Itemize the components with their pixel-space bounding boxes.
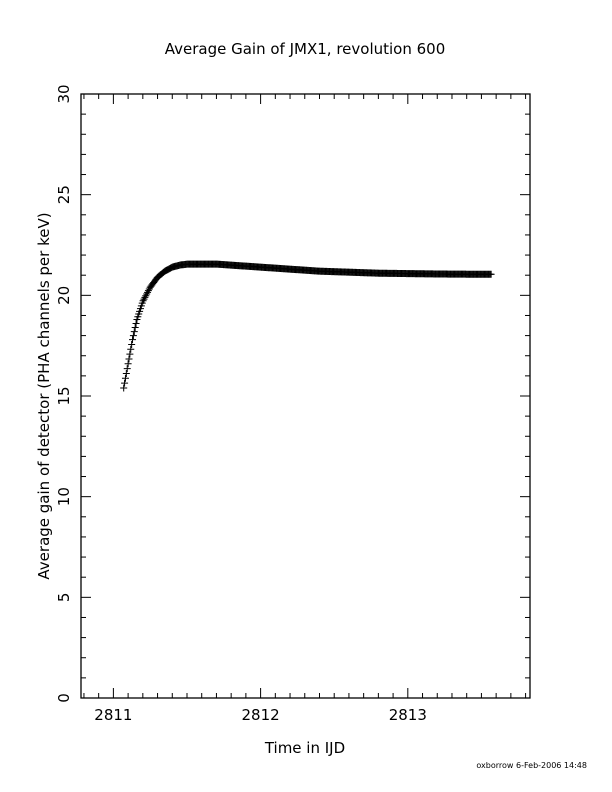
data-point	[144, 287, 152, 295]
y-axis-label: Average gain of detector (PHA channels p…	[35, 212, 53, 579]
data-point	[121, 374, 129, 382]
x-tick-label: 2812	[242, 706, 280, 724]
data-point	[487, 270, 495, 278]
chart-title: Average Gain of JMX1, revolution 600	[165, 40, 446, 58]
y-tick-label: 5	[55, 593, 73, 603]
x-axis-ticks: 2811 2812 2813	[83, 94, 527, 724]
data-point	[141, 293, 149, 301]
data-point	[127, 345, 135, 353]
y-tick-label: 15	[55, 386, 73, 405]
data-series	[120, 260, 495, 392]
data-point	[126, 350, 134, 358]
data-point	[129, 336, 137, 344]
y-tick-label: 0	[55, 693, 73, 703]
data-point	[128, 340, 136, 348]
y-tick-label: 30	[55, 84, 73, 103]
x-tick-label: 2813	[389, 706, 427, 724]
data-point	[132, 320, 140, 328]
data-point	[145, 285, 153, 293]
data-point	[123, 365, 131, 373]
data-point	[131, 324, 139, 332]
data-point	[142, 292, 150, 300]
data-point	[129, 332, 137, 340]
y-axis-ticks: 0 5 10 15 20 25 30	[55, 84, 530, 703]
plot-frame	[80, 93, 531, 699]
data-point	[139, 297, 147, 305]
y-tick-label: 20	[55, 286, 73, 305]
data-point	[122, 369, 130, 377]
x-axis-label: Time in IJD	[264, 739, 345, 757]
data-point	[124, 360, 132, 368]
data-point	[125, 355, 133, 363]
data-point	[144, 288, 152, 296]
data-point	[130, 328, 138, 336]
x-tick-label: 2811	[94, 706, 132, 724]
y-tick-label: 25	[55, 185, 73, 204]
data-point	[120, 384, 128, 392]
data-point	[143, 290, 151, 298]
data-point	[121, 379, 129, 387]
footer-timestamp: oxborrow 6-Feb-2006 14:48	[476, 761, 587, 770]
data-point	[140, 295, 148, 303]
y-tick-label: 10	[55, 487, 73, 506]
